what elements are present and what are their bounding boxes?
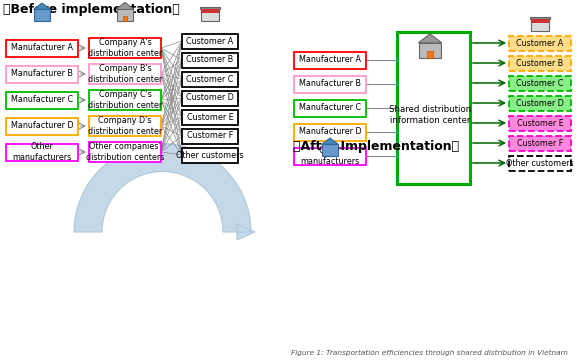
FancyBboxPatch shape: [89, 38, 161, 58]
FancyBboxPatch shape: [123, 16, 127, 21]
Text: Customer B: Customer B: [516, 58, 563, 68]
Text: Other customers: Other customers: [176, 150, 244, 159]
FancyBboxPatch shape: [6, 40, 78, 57]
Text: Customer C: Customer C: [516, 78, 564, 87]
FancyBboxPatch shape: [294, 148, 366, 165]
FancyBboxPatch shape: [182, 72, 238, 86]
FancyBboxPatch shape: [509, 156, 571, 171]
Text: 》After Implementation《: 》After Implementation《: [293, 140, 459, 153]
Text: Other
manufacturers: Other manufacturers: [300, 146, 360, 166]
Polygon shape: [116, 3, 134, 9]
FancyBboxPatch shape: [509, 36, 571, 50]
FancyBboxPatch shape: [531, 19, 549, 31]
Text: Manufacturer C: Manufacturer C: [299, 104, 361, 112]
Text: Company D's
distribution center: Company D's distribution center: [88, 116, 162, 136]
FancyBboxPatch shape: [201, 9, 219, 13]
FancyBboxPatch shape: [6, 66, 78, 82]
Text: Company B's
distribution center: Company B's distribution center: [88, 64, 162, 84]
Text: Manufacturer D: Manufacturer D: [10, 122, 73, 130]
FancyBboxPatch shape: [397, 32, 470, 184]
Text: Customer B: Customer B: [186, 55, 233, 64]
FancyBboxPatch shape: [182, 129, 238, 144]
Text: Customer D: Customer D: [516, 99, 564, 108]
Text: Manufacturer D: Manufacturer D: [299, 127, 361, 136]
Polygon shape: [74, 144, 255, 240]
FancyBboxPatch shape: [294, 51, 366, 68]
FancyBboxPatch shape: [509, 95, 571, 111]
FancyBboxPatch shape: [182, 33, 238, 49]
FancyBboxPatch shape: [294, 99, 366, 117]
FancyBboxPatch shape: [509, 76, 571, 90]
Text: Shared distribution
information center: Shared distribution information center: [389, 105, 471, 125]
FancyBboxPatch shape: [509, 135, 571, 150]
Text: 》Before implementation《: 》Before implementation《: [3, 3, 180, 16]
FancyBboxPatch shape: [530, 17, 550, 19]
FancyBboxPatch shape: [182, 109, 238, 125]
Text: Customer F: Customer F: [517, 139, 563, 148]
FancyBboxPatch shape: [6, 117, 78, 135]
Text: Customer C: Customer C: [186, 75, 234, 84]
Text: Other
manufacturers: Other manufacturers: [12, 142, 72, 162]
FancyBboxPatch shape: [34, 9, 49, 21]
Text: Manufacturer A: Manufacturer A: [11, 44, 73, 53]
Text: Company A's
distribution center: Company A's distribution center: [88, 38, 162, 58]
FancyBboxPatch shape: [201, 9, 219, 21]
Text: Company C's
distribution center: Company C's distribution center: [88, 90, 162, 110]
Polygon shape: [322, 138, 338, 144]
Text: Customer A: Customer A: [516, 39, 563, 48]
FancyBboxPatch shape: [89, 64, 161, 84]
FancyBboxPatch shape: [531, 19, 549, 23]
FancyBboxPatch shape: [182, 53, 238, 68]
Text: Other customers: Other customers: [506, 158, 574, 167]
FancyBboxPatch shape: [509, 55, 571, 71]
Text: Other companies'
distribution centers: Other companies' distribution centers: [86, 142, 164, 162]
FancyBboxPatch shape: [322, 144, 338, 156]
Text: Customer E: Customer E: [187, 112, 233, 122]
FancyBboxPatch shape: [294, 76, 366, 93]
Text: Manufacturer C: Manufacturer C: [11, 95, 73, 104]
Text: Manufacturer B: Manufacturer B: [299, 80, 361, 89]
FancyBboxPatch shape: [116, 9, 133, 21]
Polygon shape: [418, 34, 442, 43]
FancyBboxPatch shape: [6, 91, 78, 108]
FancyBboxPatch shape: [200, 6, 220, 9]
FancyBboxPatch shape: [419, 43, 441, 58]
Text: Manufacturer B: Manufacturer B: [11, 69, 73, 78]
Text: Figure 1: Transportation efficiencies through shared distribution in Vietnam: Figure 1: Transportation efficiencies th…: [291, 350, 568, 356]
Text: Customer E: Customer E: [517, 118, 563, 127]
Polygon shape: [34, 3, 51, 9]
FancyBboxPatch shape: [6, 144, 78, 161]
Text: Customer F: Customer F: [187, 131, 233, 140]
FancyBboxPatch shape: [89, 116, 161, 136]
Text: Customer D: Customer D: [186, 94, 234, 103]
FancyBboxPatch shape: [509, 116, 571, 130]
FancyBboxPatch shape: [89, 90, 161, 110]
FancyBboxPatch shape: [89, 142, 161, 162]
Text: Manufacturer A: Manufacturer A: [299, 55, 361, 64]
FancyBboxPatch shape: [294, 123, 366, 140]
FancyBboxPatch shape: [182, 148, 238, 162]
FancyBboxPatch shape: [427, 51, 432, 58]
FancyBboxPatch shape: [182, 90, 238, 105]
Text: Customer A: Customer A: [186, 36, 233, 45]
